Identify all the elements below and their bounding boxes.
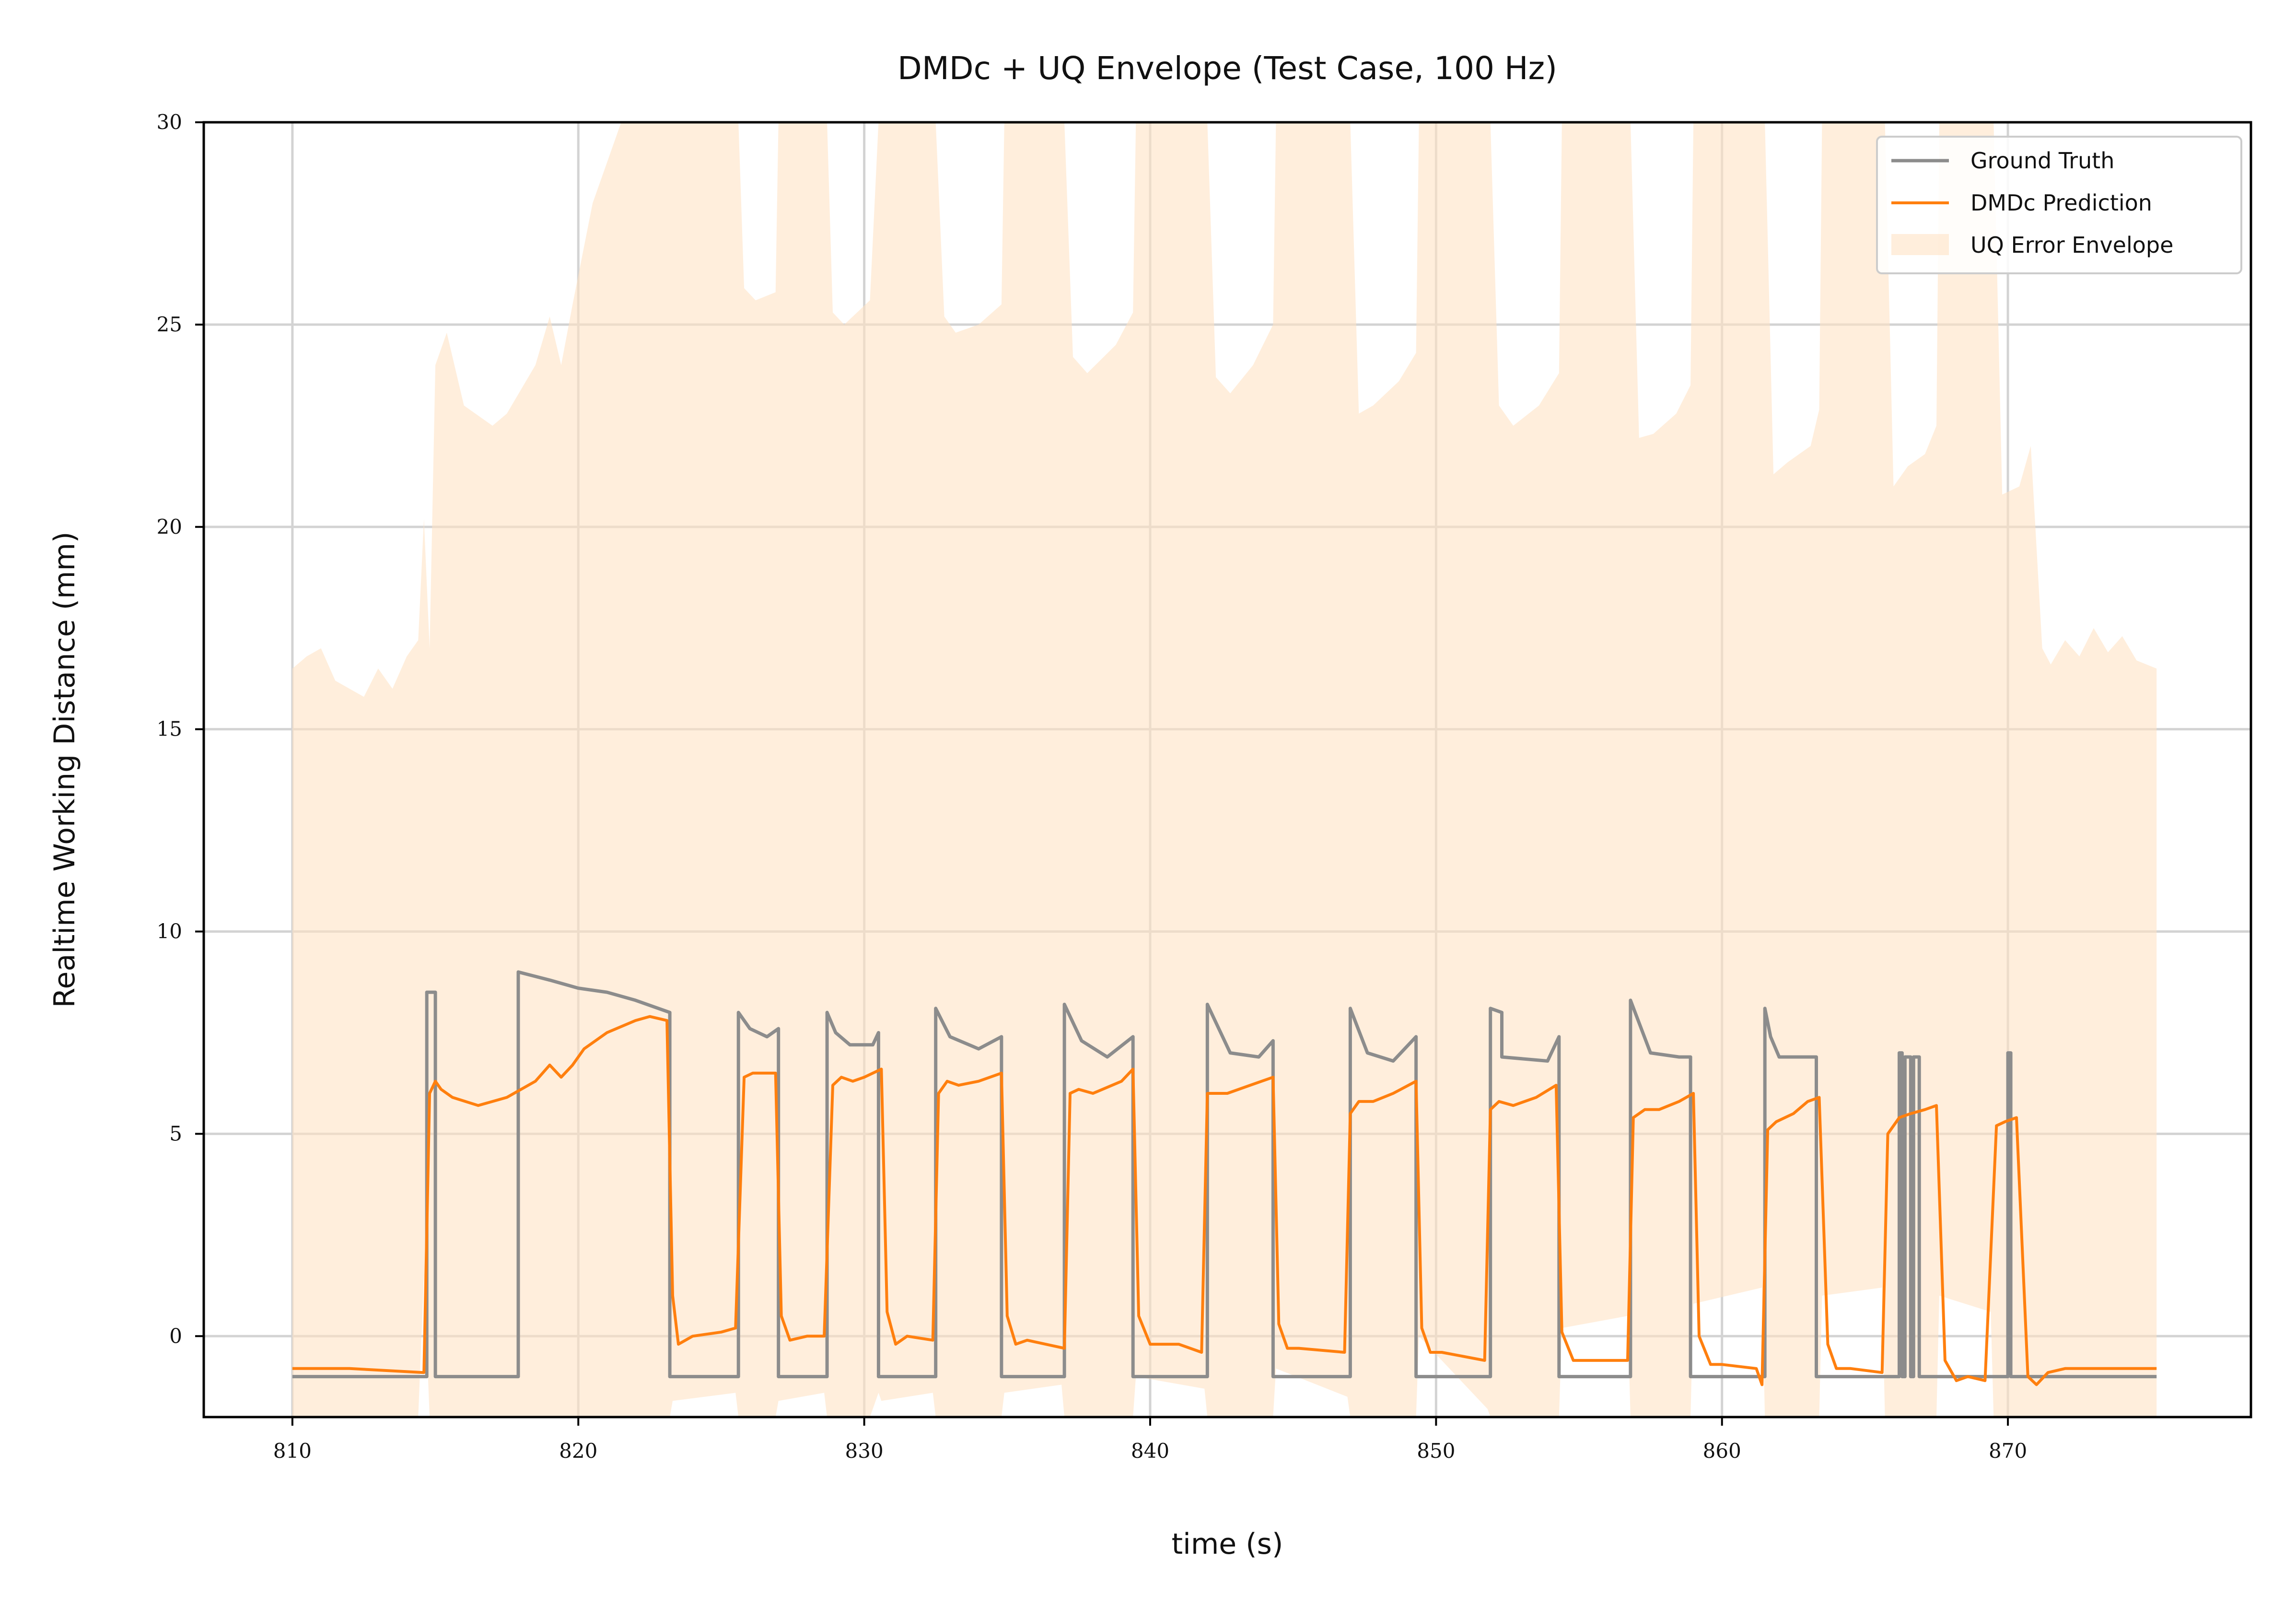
legend-ground-truth-label: Ground Truth [1970,148,2114,174]
legend-uq-envelope-label: UQ Error Envelope [1970,232,2173,258]
legend-uq-envelope-swatch [1891,234,1949,255]
chart-title: DMDc + UQ Envelope (Test Case, 100 Hz) [897,50,1557,87]
plot-frame [202,121,2252,1418]
x-tick-label: 830 [845,1439,884,1463]
y-axis-label: Realtime Working Distance (mm) [48,532,82,1008]
legend-box [1876,136,2242,274]
y-tick-label: 5 [169,1122,182,1145]
dmdc-prediction-line [292,1015,2157,1386]
ticks: 810 820 830 840 850 860 870 0 5 10 15 20 25 30 [157,110,2028,1463]
x-tick-label: 820 [559,1439,597,1463]
legend-dmdc-prediction-label: DMDc Prediction [1970,190,2152,216]
x-tick-label: 860 [1703,1439,1741,1463]
y-tick-label: 30 [157,110,182,134]
data-layer [292,122,2157,1417]
y-tick-label: 20 [157,515,182,539]
x-tick-label: 870 [1989,1439,2027,1463]
x-tick-label: 850 [1417,1439,1455,1463]
legend: Ground Truth DMDc Prediction UQ Error En… [1876,136,2242,274]
x-tick-label: 840 [1131,1439,1169,1463]
x-tick-label: 810 [273,1439,312,1463]
y-tick-label: 15 [157,717,182,741]
ground-truth-line [292,970,2157,1379]
plot-area: 810 820 830 840 850 860 870 0 5 10 15 20 25 30 [157,110,2252,1463]
y-tick-label: 0 [169,1324,182,1348]
y-tick-label: 25 [157,313,182,336]
y-tick-label: 10 [157,920,182,943]
x-axis-label: time (s) [1172,1527,1283,1561]
